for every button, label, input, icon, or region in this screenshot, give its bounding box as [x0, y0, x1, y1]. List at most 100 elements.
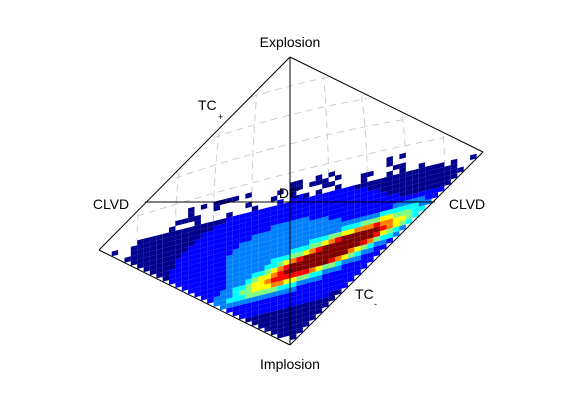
- density-cell: [296, 274, 303, 282]
- density-cell: [251, 276, 259, 284]
- density-cell: [438, 171, 445, 178]
- density-cell: [399, 205, 406, 212]
- density-cell: [169, 249, 176, 257]
- density-cell: [251, 291, 259, 298]
- density-cell: [386, 237, 393, 244]
- density-cell: [302, 273, 310, 280]
- density-cell: [226, 240, 233, 247]
- density-cell: [380, 224, 387, 232]
- density-cell: [188, 264, 195, 271]
- density-cell: [188, 259, 195, 266]
- density-cell: [431, 163, 438, 171]
- density-cell: [258, 256, 265, 263]
- density-cell: [405, 213, 413, 220]
- density-cell: [296, 265, 303, 272]
- density-cell: [380, 229, 387, 236]
- density-cell: [341, 234, 348, 242]
- density-cell: [347, 233, 355, 240]
- density-cell: [347, 252, 355, 259]
- density-cell: [425, 165, 432, 172]
- density-cell: [213, 243, 220, 250]
- density-cell: [315, 308, 323, 315]
- density-cell: [360, 191, 368, 198]
- density-cell: [328, 190, 335, 197]
- density-cell: [335, 226, 342, 234]
- density-cell: [270, 248, 278, 255]
- density-cell: [412, 202, 419, 209]
- density-cell: [213, 276, 220, 284]
- density-cell: [130, 245, 138, 252]
- grid-line-latitude: [175, 118, 406, 179]
- density-cell: [239, 308, 246, 315]
- density-cell: [264, 268, 271, 276]
- density-cell: [296, 241, 303, 248]
- density-cell: [302, 278, 310, 285]
- density-cell: [296, 279, 303, 287]
- density-cell: [399, 167, 406, 174]
- density-cell: [232, 272, 240, 279]
- density-cell: [232, 229, 240, 236]
- density-cell: [270, 310, 278, 317]
- density-cell: [347, 256, 355, 264]
- density-cell: [251, 286, 259, 293]
- density-cell: [251, 219, 259, 226]
- density-cell: [373, 245, 381, 252]
- density-cell: [412, 192, 419, 199]
- density-cell: [354, 264, 361, 272]
- density-cell: [354, 231, 361, 238]
- density-cell: [200, 265, 208, 273]
- density-cell: [194, 272, 201, 279]
- density-cell: [322, 182, 329, 189]
- density-cell: [251, 238, 259, 245]
- density-cell: [156, 257, 163, 265]
- density-cell: [315, 208, 323, 215]
- density-cell: [232, 233, 240, 241]
- density-cell: [302, 249, 310, 256]
- density-cell: [169, 259, 176, 266]
- density-cell: [444, 179, 451, 186]
- density-cell: [239, 251, 246, 258]
- density-cell: [296, 193, 303, 201]
- density-cell: [220, 227, 227, 234]
- density-cell: [296, 303, 303, 310]
- density-cell: [354, 250, 361, 257]
- density-cell: [232, 291, 240, 298]
- density-cell: [373, 212, 381, 219]
- density-cell: [232, 195, 240, 202]
- density-cell: [296, 255, 303, 263]
- density-cell: [373, 183, 381, 190]
- density-cell: [354, 198, 361, 205]
- density-cell: [156, 267, 163, 274]
- density-cell: [392, 216, 400, 223]
- density-cell: [283, 292, 290, 299]
- density-cell: [290, 209, 297, 217]
- density-cell: [251, 248, 259, 255]
- density-cell: [328, 238, 335, 245]
- density-cell: [277, 203, 284, 210]
- density-cell: [200, 275, 208, 282]
- density-cell: [245, 259, 252, 266]
- density-cell: [245, 225, 252, 233]
- density-cell: [137, 262, 144, 269]
- density-cell: [143, 237, 150, 244]
- density-cell: [309, 204, 316, 212]
- density-cell: [194, 286, 201, 293]
- density-cell: [315, 241, 323, 248]
- density-cell: [360, 205, 368, 213]
- density-cell: [239, 246, 246, 253]
- density-cell: [290, 195, 297, 202]
- density-cell: [315, 236, 323, 243]
- density-cell: [296, 260, 303, 268]
- density-cell: [264, 254, 271, 261]
- density-cell: [226, 297, 233, 304]
- density-cell: [207, 264, 214, 271]
- density-cell: [226, 197, 233, 204]
- density-cell: [328, 285, 335, 293]
- density-cell: [169, 273, 176, 281]
- density-cell: [309, 271, 316, 278]
- density-cell: [200, 203, 208, 210]
- density-cell: [194, 238, 201, 246]
- density-cell: [380, 234, 387, 241]
- density-cell: [162, 246, 169, 254]
- density-cell: [270, 314, 278, 322]
